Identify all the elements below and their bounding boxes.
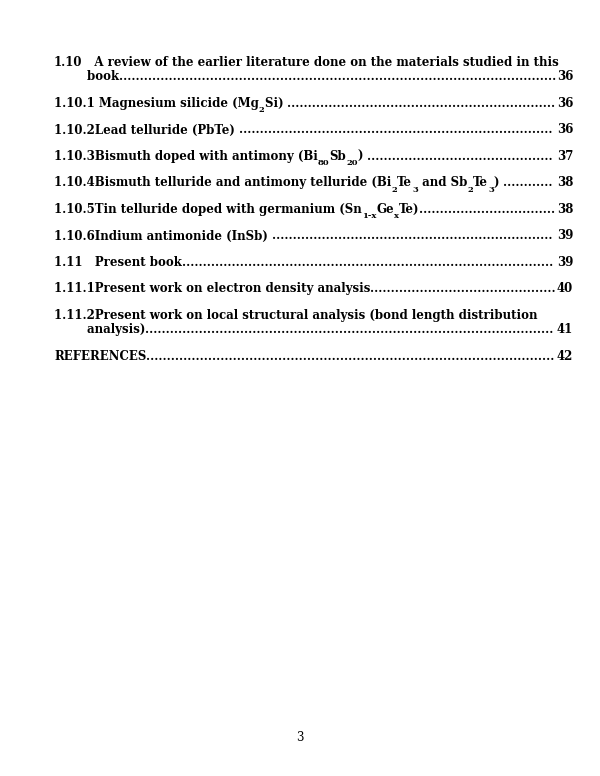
Text: Te: Te bbox=[473, 176, 488, 189]
Text: ................................................................................: ........................................… bbox=[145, 324, 554, 337]
Text: 39: 39 bbox=[557, 256, 573, 269]
Text: 36: 36 bbox=[557, 123, 573, 137]
Text: 3: 3 bbox=[412, 186, 418, 194]
Text: 3: 3 bbox=[296, 731, 304, 744]
Text: 1.11.2Present work on local structural analysis (bond length distribution: 1.11.2Present work on local structural a… bbox=[54, 309, 538, 322]
Text: Te): Te) bbox=[399, 203, 419, 216]
Text: analysis): analysis) bbox=[54, 324, 145, 337]
Text: 41: 41 bbox=[557, 324, 573, 337]
Text: 2: 2 bbox=[391, 186, 397, 194]
Text: 36: 36 bbox=[557, 97, 573, 110]
Text: ................................................................................: ........................................… bbox=[182, 256, 553, 269]
Text: 1.10.6Indium antimonide (InSb): 1.10.6Indium antimonide (InSb) bbox=[54, 230, 272, 242]
Text: Ge: Ge bbox=[376, 203, 394, 216]
Text: 1.11   Present book: 1.11 Present book bbox=[54, 256, 182, 269]
Text: ................................................................................: ........................................… bbox=[146, 350, 555, 363]
Text: 1.10.3Bismuth doped with antimony (Bi: 1.10.3Bismuth doped with antimony (Bi bbox=[54, 150, 318, 163]
Text: 1.10: 1.10 bbox=[54, 56, 83, 69]
Text: .............................................: ........................................… bbox=[367, 150, 553, 163]
Text: 1.10.2Lead telluride (PbTe): 1.10.2Lead telluride (PbTe) bbox=[54, 123, 239, 137]
Text: Si): Si) bbox=[265, 97, 287, 110]
Text: 40: 40 bbox=[557, 282, 573, 296]
Text: and Sb: and Sb bbox=[418, 176, 467, 189]
Text: ): ) bbox=[494, 176, 503, 189]
Text: 2: 2 bbox=[259, 106, 265, 115]
Text: 1.10.1 Magnesium silicide (Mg: 1.10.1 Magnesium silicide (Mg bbox=[54, 97, 259, 110]
Text: Sb: Sb bbox=[329, 150, 346, 163]
Text: 38: 38 bbox=[557, 176, 573, 189]
Text: 39: 39 bbox=[557, 230, 573, 242]
Text: ....................................................................: ........................................… bbox=[272, 230, 553, 242]
Text: A review of the earlier literature done on the materials studied in this: A review of the earlier literature done … bbox=[83, 56, 559, 69]
Text: ............................................................................: ........................................… bbox=[239, 123, 553, 137]
Text: 1.10.5Tin telluride doped with germanium (Sn: 1.10.5Tin telluride doped with germanium… bbox=[54, 203, 362, 216]
Text: 2: 2 bbox=[467, 186, 473, 194]
Text: 1.11.1Present work on electron density analysis: 1.11.1Present work on electron density a… bbox=[54, 282, 370, 296]
Text: 36: 36 bbox=[557, 71, 573, 84]
Text: ): ) bbox=[358, 150, 367, 163]
Text: .................................: ................................. bbox=[419, 203, 556, 216]
Text: x: x bbox=[394, 213, 399, 220]
Text: .............................................: ........................................… bbox=[370, 282, 556, 296]
Text: 1.10.4Bismuth telluride and antimony telluride (Bi: 1.10.4Bismuth telluride and antimony tel… bbox=[54, 176, 391, 189]
Text: 42: 42 bbox=[557, 350, 573, 363]
Text: 80: 80 bbox=[318, 160, 329, 168]
Text: 3: 3 bbox=[488, 186, 494, 194]
Text: 1-x: 1-x bbox=[362, 213, 376, 220]
Text: ............: ............ bbox=[503, 176, 553, 189]
Text: 20: 20 bbox=[346, 160, 358, 168]
Text: Te: Te bbox=[397, 176, 412, 189]
Text: 38: 38 bbox=[557, 203, 573, 216]
Text: ................................................................................: ........................................… bbox=[119, 71, 556, 84]
Text: book: book bbox=[54, 71, 119, 84]
Text: .................................................................: ........................................… bbox=[287, 97, 556, 110]
Text: REFERENCES: REFERENCES bbox=[54, 350, 146, 363]
Text: 37: 37 bbox=[557, 150, 573, 163]
